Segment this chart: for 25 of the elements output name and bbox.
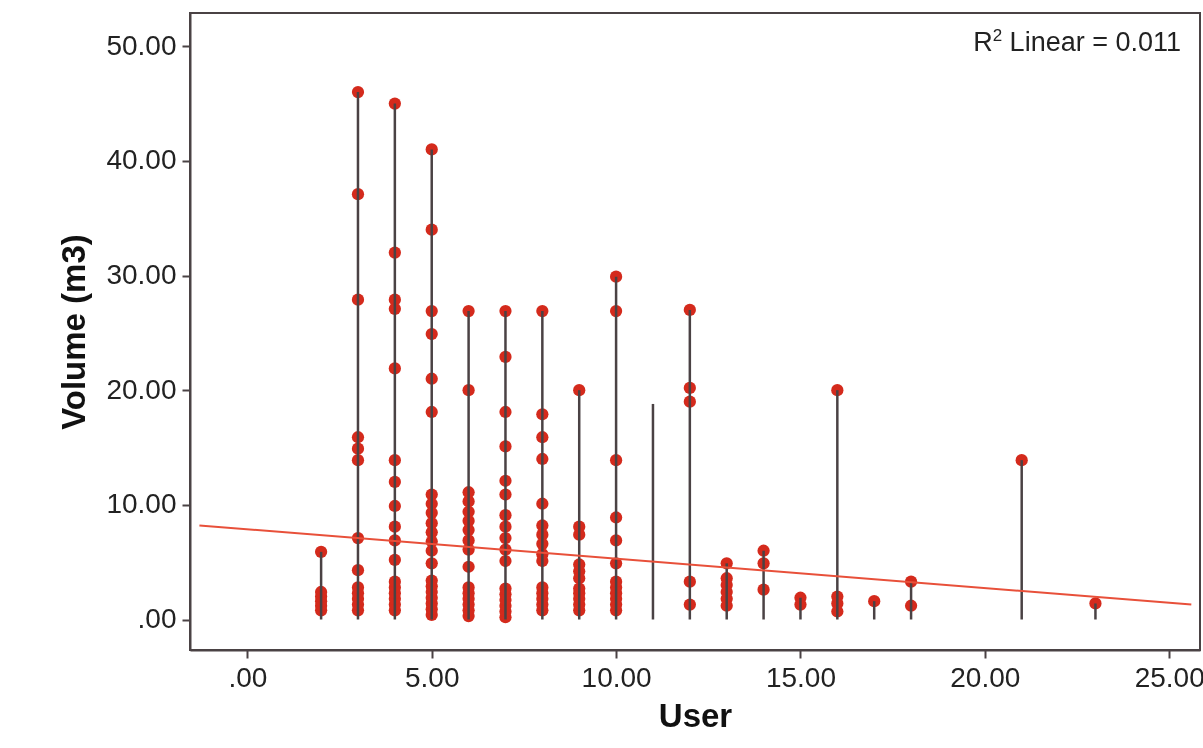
x-tick-label: 15.00	[765, 661, 836, 693]
annotation: R$^{2}$ Linear = 0.011	[973, 26, 1181, 58]
bar	[836, 390, 839, 620]
x-tick-label: .00	[228, 661, 268, 693]
y-axis-title: Volume (m3)	[55, 234, 93, 430]
y-tick-label: .00	[137, 603, 177, 634]
y-tick-label: 40.00	[106, 144, 177, 176]
x-tick-label: 25.00	[1134, 661, 1203, 693]
bar	[504, 311, 507, 620]
y-tick-label: 30.00	[106, 259, 177, 291]
x-tick-label: 5.00	[404, 661, 460, 693]
x-tick-label: 20.00	[950, 661, 1021, 693]
x-axis-title: User	[658, 696, 733, 734]
bar	[762, 550, 765, 620]
y-tick-label: 20.00	[106, 373, 177, 405]
bar	[1094, 603, 1097, 620]
y-tick-label: 50.00	[106, 29, 177, 61]
bar	[1020, 460, 1023, 620]
bar	[725, 563, 728, 620]
x-tick-label: 10.00	[581, 661, 652, 693]
bar	[799, 597, 802, 620]
y-tick-label: 10.00	[106, 488, 177, 520]
bar	[430, 149, 433, 620]
bar	[541, 311, 544, 620]
bar	[467, 311, 470, 620]
